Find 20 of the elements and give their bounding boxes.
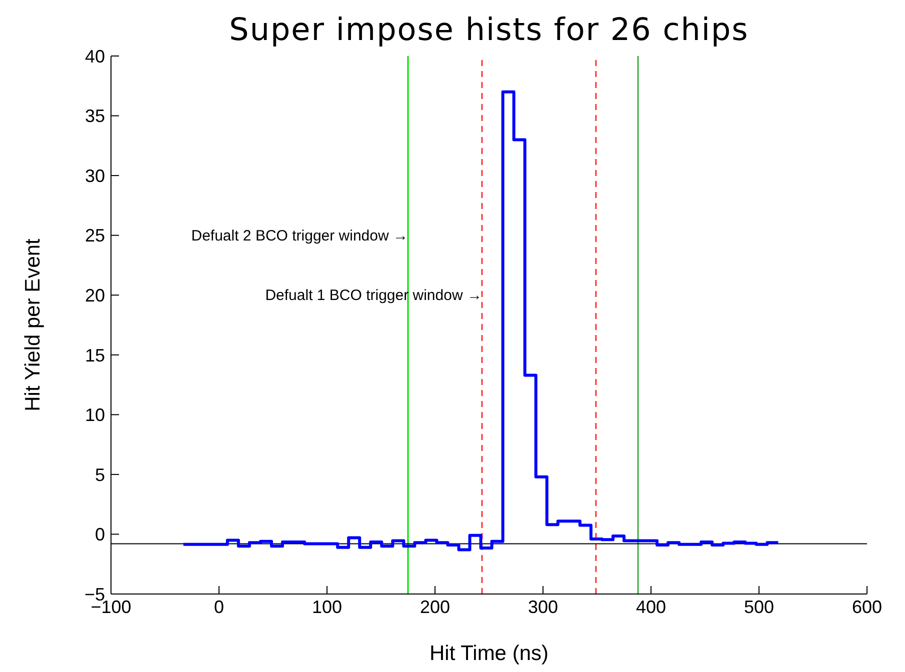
x-tick-label: 400 xyxy=(636,596,666,617)
y-tick-label: 20 xyxy=(84,286,105,306)
y-tick-label: 10 xyxy=(84,405,105,426)
y-tick-label: 40 xyxy=(84,46,105,66)
x-tick-label: 0 xyxy=(214,596,224,617)
chart-title: Super impose hists for 26 chips xyxy=(228,12,750,48)
y-tick-label: 25 xyxy=(84,226,105,246)
x-axis-title: Hit Time (ns) xyxy=(429,642,549,665)
y-tick-label: 30 xyxy=(84,166,105,186)
y-tick-label: 15 xyxy=(84,345,105,366)
y-tick-label: 0 xyxy=(94,524,105,545)
x-tick-label: 500 xyxy=(744,596,774,617)
y-tick-label: 5 xyxy=(94,464,105,485)
y-tick-label: 35 xyxy=(84,106,105,126)
annotation: Defualt 2 BCO trigger window → xyxy=(191,227,408,244)
x-tick-label: 300 xyxy=(528,596,558,617)
x-tick-label: 100 xyxy=(312,596,342,617)
x-tick-label: 200 xyxy=(420,596,450,617)
y-axis-title: Hit Yield per Event xyxy=(21,238,44,412)
x-tick-label: 600 xyxy=(852,596,882,617)
